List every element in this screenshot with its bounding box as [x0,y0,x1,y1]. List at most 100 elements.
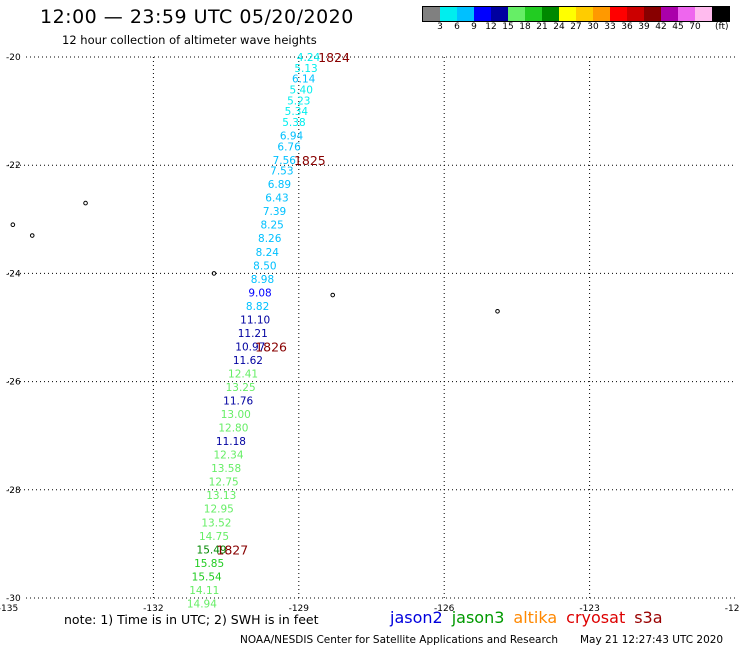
satellite-legend-item: cryosat [566,608,626,627]
color-swatch [525,7,542,21]
wave-height-value: 7.56 [273,155,297,167]
wave-height-value: 5.34 [285,106,309,118]
wave-height-labels: 4.245.136.145.405.235.345.386.946.76 7.56… [187,52,321,610]
wave-height-value: 6.14 [292,74,316,86]
x-tick-label: -126 [434,604,455,614]
x-tick-label: -120 [725,604,740,614]
wave-height-value: 5.38 [282,117,305,129]
wave-height-value: 11.76 [223,396,253,408]
satellite-legend-item: altika [513,608,558,627]
color-scale-label: 70 [689,22,701,32]
satellite-legend-item: jason2 [390,608,443,627]
orbit-annotation: 1825 [294,153,326,168]
y-tick-label: -26 [6,378,21,388]
wave-height-value: 13.13 [206,490,236,502]
wave-height-value: 15.85 [194,558,224,570]
color-swatch [474,7,491,21]
island-marker [10,222,16,228]
color-scale-bar [422,6,730,22]
color-swatch [440,7,457,21]
island-marker [29,233,35,238]
color-swatch [593,7,610,21]
wave-height-value: 14.11 [189,585,219,597]
color-scale-label: 18 [519,22,531,32]
color-scale-label: 24 [553,22,565,32]
color-swatch [423,7,440,21]
color-swatch [576,7,593,21]
credit-line: NOAA/NESDIS Center for Satellite Applica… [240,634,558,646]
orbit-annotation: 1827 [216,542,248,557]
color-swatch [678,7,695,21]
wave-height-value: 12.95 [204,504,234,516]
generated-timestamp: May 21 12:27:43 UTC 2020 [580,634,724,646]
wave-height-value: 13.52 [201,517,231,529]
grid-lines [8,56,735,599]
color-scale-label: 15 [502,22,514,32]
wave-height-value: 6.94 [280,130,304,142]
wave-height-value: 5.13 [294,63,317,75]
y-tick-label: -24 [6,269,21,279]
wave-height-value: 8.98 [251,274,274,286]
footer-note: note: 1) Time is in UTC; 2) SWH is in fe… [64,612,319,627]
island-marker [330,292,336,298]
wave-height-value: 13.00 [221,409,251,421]
wave-height-value: 13.25 [226,382,256,394]
wave-height-value: 4.24 [297,52,321,64]
wave-height-value: 14.75 [199,531,229,543]
island-marker [83,200,88,206]
color-swatch [508,7,525,21]
color-scale-label: 9 [471,22,477,32]
wave-height-value: 8.50 [253,260,276,272]
y-tick-label: -30 [6,594,21,604]
orbit-annotation: 1826 [255,339,287,354]
color-scale-label: 42 [655,22,667,32]
color-scale-label: 27 [570,22,582,32]
wave-height-value: 8.26 [258,233,282,245]
color-scale-label: 33 [604,22,616,32]
color-scale-label: 30 [587,22,599,32]
color-swatch [457,7,474,21]
wave-height-value: 8.25 [260,220,283,232]
color-swatch [610,7,627,21]
island-marker [495,308,500,314]
color-swatch [491,7,508,21]
color-scale-label: 3 [437,22,443,32]
satellite-legend-item: jason3 [451,608,505,627]
color-scale-label: 6 [454,22,460,32]
color-scale-unit: (ft) [715,22,729,32]
wave-height-value: 12.75 [209,477,239,489]
color-swatch [661,7,678,21]
x-tick-label: -135 [0,604,18,614]
wave-height-value: 15.49 [197,544,227,556]
color-scale-label: 21 [536,22,548,32]
wave-height-value: 12.41 [228,368,258,380]
wave-height-value: 15.54 [192,571,222,583]
chart-title: 12:00 — 23:59 UTC 05/20/2020 [40,6,354,28]
y-tick-label: -28 [6,486,21,496]
wave-height-value: 10.97 [235,341,265,353]
y-tick-label: -20 [6,53,21,63]
satellite-legend: jason2 jason3 altika cryosat s3a [390,608,672,627]
axis-ticks: -135 -132 -129 -126 -123 -120 -20 -22 -24 -26 -28 -… [0,53,740,614]
wave-height-value: 5.40 [290,84,313,96]
wave-height-value: 5.23 [287,95,310,107]
wave-height-value: 6.76 [277,141,301,153]
wave-height-value: 7.39 [263,206,286,218]
color-scale-label: 12 [485,22,497,32]
color-swatch [712,7,729,21]
color-swatch [627,7,644,21]
wave-height-value: 11.18 [216,436,246,448]
orbit-annotation: 1824 [318,50,350,65]
wave-height-value: 9.08 [248,287,271,299]
satellite-legend-item: s3a [634,608,663,627]
wave-height-value: 11.62 [233,355,263,367]
color-swatch [644,7,661,21]
y-tick-label: -22 [6,161,21,171]
wave-height-value: 8.82 [246,301,269,313]
color-swatch [695,7,712,21]
island-marker [211,271,217,276]
wave-height-value: 12.80 [218,423,248,435]
wave-height-value: 11.21 [238,328,268,340]
wave-height-value: 11.10 [240,314,270,326]
